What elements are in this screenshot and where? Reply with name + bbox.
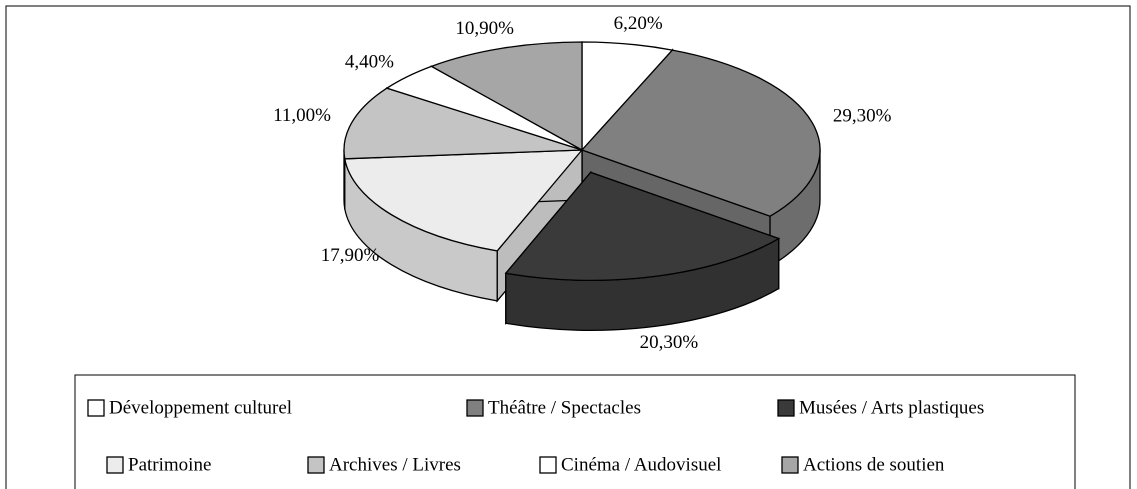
slice xyxy=(344,149,584,252)
legend-swatch xyxy=(307,456,325,474)
legend-swatch xyxy=(781,456,799,474)
slice xyxy=(429,41,583,152)
legend-label: Développement culturel xyxy=(109,397,292,418)
legend-label: Patrimoine xyxy=(128,454,211,475)
legend-label: Cinéma / Audovisuel xyxy=(561,454,721,475)
legend-swatch xyxy=(466,399,484,417)
legend-label: Théâtre / Spectacles xyxy=(488,397,641,418)
slice xyxy=(580,49,821,217)
data-label: 11,00% xyxy=(273,105,331,126)
legend-swatch xyxy=(539,456,557,474)
legend-swatch xyxy=(777,399,795,417)
data-label: 17,90% xyxy=(321,245,380,266)
slice xyxy=(343,87,583,160)
legend-swatch xyxy=(106,456,124,474)
legend-swatch xyxy=(87,399,105,417)
legend-box xyxy=(74,374,1076,489)
legend-label: Musées / Arts plastiques xyxy=(799,397,984,418)
chart-border xyxy=(5,5,1131,489)
data-label: 10,90% xyxy=(455,18,514,39)
legend-label: Actions de soutien xyxy=(803,454,945,475)
data-label: 4,40% xyxy=(345,51,394,72)
legend-label: Archives / Livres xyxy=(329,454,461,475)
slice xyxy=(504,171,781,282)
data-label: 20,30% xyxy=(640,332,699,353)
data-label: 6,20% xyxy=(614,13,663,34)
data-label: 29,30% xyxy=(833,105,892,126)
